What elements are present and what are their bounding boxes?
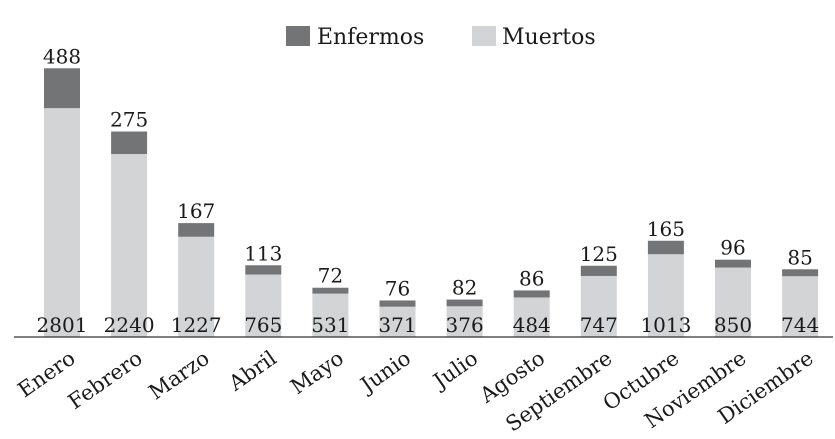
bar-enfermos-noviembre (715, 259, 751, 268)
bar-enfermos-agosto (513, 290, 550, 298)
bar-enfermos-julio (446, 299, 483, 307)
value-label-muertos-septiembre: 747 (580, 313, 618, 337)
value-label-enfermos-diciembre: 85 (787, 245, 812, 269)
bar-enfermos-enero (44, 68, 80, 109)
bar-muertos-noviembre (715, 267, 751, 337)
value-label-muertos-febrero: 2240 (104, 313, 155, 337)
value-label-enfermos-enero: 488 (43, 44, 81, 68)
category-label-junio: Junio (355, 346, 415, 398)
value-label-muertos-mayo: 531 (311, 313, 349, 337)
value-label-enfermos-agosto: 86 (519, 266, 544, 290)
value-label-muertos-enero: 2801 (37, 313, 88, 337)
value-label-enfermos-noviembre: 96 (720, 236, 745, 260)
bar-muertos-enero (44, 108, 80, 338)
bar-muertos-junio (379, 306, 416, 337)
value-label-enfermos-septiembre: 125 (580, 242, 618, 266)
bar-muertos-agosto (513, 297, 550, 337)
bar-muertos-julio (446, 306, 483, 337)
value-label-enfermos-mayo: 72 (318, 264, 343, 288)
value-label-muertos-junio: 371 (378, 313, 416, 337)
bar-muertos-abril (245, 274, 282, 337)
value-label-enfermos-junio: 76 (385, 276, 410, 300)
category-label-febrero: Febrero (64, 346, 147, 414)
value-label-muertos-julio: 376 (446, 313, 484, 337)
bar-muertos-septiembre (580, 275, 617, 337)
bar-muertos-octubre (647, 254, 684, 337)
value-label-muertos-marzo: 1227 (171, 313, 222, 337)
bar-enfermos-diciembre (782, 269, 819, 277)
bar-enfermos-octubre (647, 240, 684, 255)
value-label-enfermos-octubre: 165 (647, 217, 685, 241)
category-label-julio: Julio (427, 346, 482, 394)
legend: Enfermos Muertos (286, 25, 596, 50)
legend-swatch-enfermos (286, 26, 310, 46)
value-label-muertos-abril: 765 (244, 313, 282, 337)
value-label-muertos-diciembre: 744 (781, 313, 819, 337)
value-label-muertos-noviembre: 850 (714, 313, 752, 337)
value-label-muertos-octubre: 1013 (640, 313, 691, 337)
bar-muertos-mayo (312, 293, 349, 337)
bar-muertos-febrero (111, 153, 148, 337)
legend-label-muertos: Muertos (502, 25, 596, 50)
category-label-marzo: Marzo (144, 346, 213, 405)
bar-enfermos-febrero (111, 131, 148, 154)
bar-enfermos-mayo (312, 287, 349, 294)
legend-swatch-muertos (472, 26, 496, 46)
value-label-enfermos-febrero: 275 (110, 108, 148, 132)
bar-enfermos-junio (379, 300, 416, 307)
value-label-enfermos-marzo: 167 (177, 199, 215, 223)
legend-label-enfermos: Enfermos (317, 25, 424, 50)
bar-enfermos-septiembre (580, 265, 617, 276)
value-label-muertos-agosto: 484 (513, 313, 551, 337)
bar-muertos-marzo (178, 236, 215, 337)
category-label-mayo: Mayo (286, 346, 348, 399)
bar-enfermos-marzo (178, 223, 215, 237)
value-label-enfermos-abril: 113 (244, 241, 282, 265)
bars-layer (44, 68, 819, 338)
value-label-enfermos-julio: 82 (452, 276, 477, 300)
bar-muertos-diciembre (782, 276, 819, 337)
category-label-abril: Abril (224, 346, 281, 396)
bar-enfermos-abril (245, 265, 282, 275)
